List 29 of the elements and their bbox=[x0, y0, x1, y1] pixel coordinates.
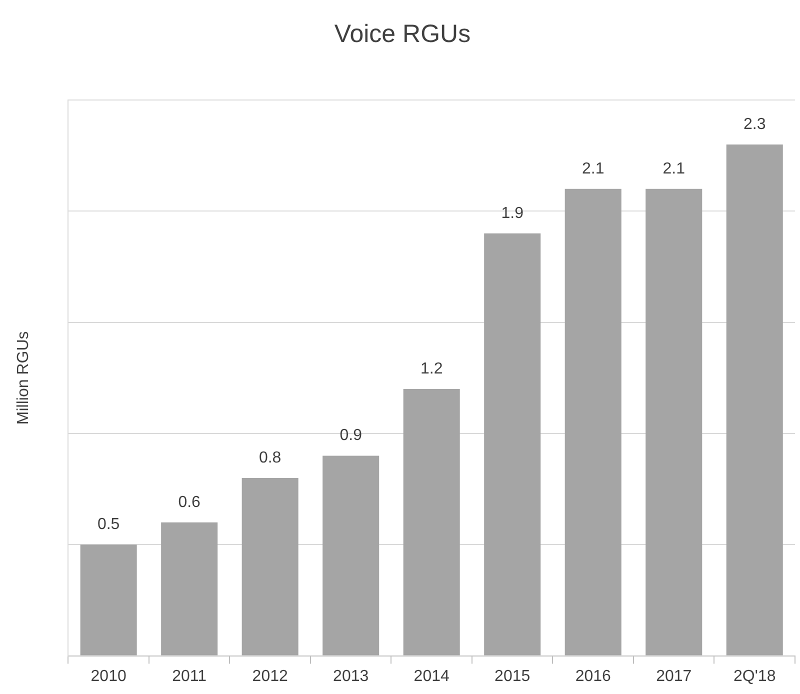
y-axis-title: Million RGUs bbox=[15, 331, 32, 425]
bar bbox=[80, 544, 137, 656]
data-label: 0.9 bbox=[340, 427, 362, 444]
bar bbox=[242, 478, 298, 656]
bar bbox=[726, 144, 783, 656]
data-label: 0.6 bbox=[178, 494, 201, 511]
x-tick-label: 2015 bbox=[494, 668, 530, 685]
x-tick-label: 2013 bbox=[333, 668, 369, 685]
x-tick-label: 2016 bbox=[575, 668, 612, 685]
data-label: 2.1 bbox=[582, 160, 604, 178]
bar bbox=[646, 188, 702, 656]
data-label: 2.1 bbox=[662, 160, 686, 178]
data-label: 2.3 bbox=[743, 116, 766, 133]
bar bbox=[403, 389, 460, 656]
data-label: 1.2 bbox=[420, 360, 443, 378]
x-tick-label: 2014 bbox=[414, 668, 450, 685]
data-label: 0.5 bbox=[97, 516, 120, 534]
bar bbox=[564, 188, 622, 656]
bar bbox=[484, 233, 541, 656]
chart-title: Voice RGUs bbox=[334, 20, 471, 48]
bar bbox=[161, 522, 218, 656]
x-tick-label: 2010 bbox=[90, 668, 126, 685]
data-label: 1.9 bbox=[501, 204, 524, 222]
x-tick-label: 2Q'18 bbox=[734, 668, 776, 685]
bar bbox=[322, 456, 380, 656]
x-tick-label: 2017 bbox=[656, 668, 692, 685]
x-tick-label: 2012 bbox=[252, 668, 288, 685]
data-label: 0.8 bbox=[258, 449, 282, 466]
x-tick-label: 2011 bbox=[172, 668, 207, 685]
